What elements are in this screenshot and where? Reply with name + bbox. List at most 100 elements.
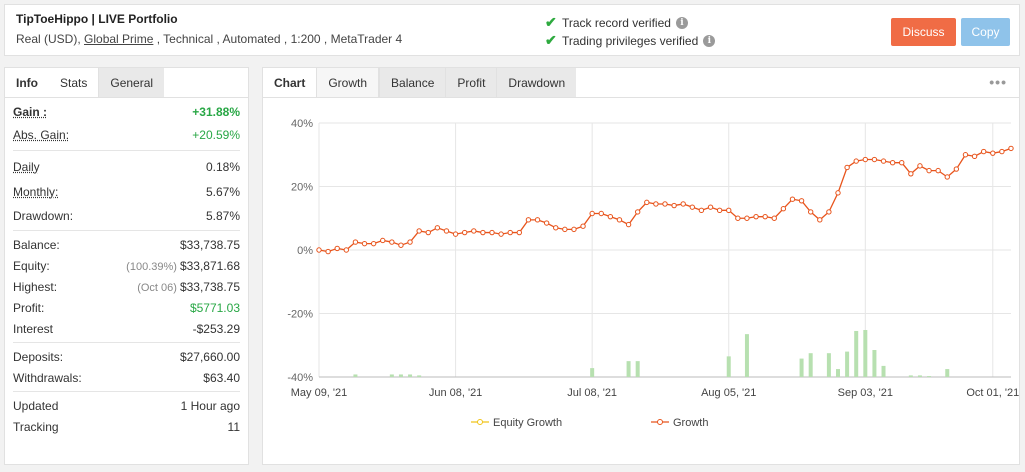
tracking-label: Tracking <box>13 419 59 434</box>
growth-line <box>318 147 1012 253</box>
growth-point <box>525 217 532 223</box>
volume-bar <box>845 351 850 377</box>
monthly-value: 5.67% <box>205 184 240 199</box>
volume-bar <box>917 375 922 377</box>
growth-point <box>1008 145 1014 152</box>
more-dots-icon[interactable]: ••• <box>989 74 1007 90</box>
tab-info[interactable]: Info <box>5 68 49 97</box>
equity-value: $33,871.68 <box>179 258 240 273</box>
broker-link[interactable]: Global Prime <box>84 32 154 46</box>
growth-point <box>325 248 331 255</box>
growth-point <box>343 247 350 253</box>
interest-row: Interest -$253.29 <box>13 318 240 339</box>
growth-point <box>844 164 850 171</box>
legend-equity-marker <box>477 419 483 425</box>
growth-point <box>935 167 941 174</box>
stats-list: Gain : +31.88% Abs. Gain: +20.59% Daily 0.1… <box>5 98 248 440</box>
growth-point <box>707 204 714 210</box>
growth-point <box>434 225 441 231</box>
growth-point <box>817 217 823 223</box>
growth-point <box>361 240 368 247</box>
stats-panel: Info Stats General Gain : +31.88% Abs. Ga… <box>4 67 249 465</box>
growth-point <box>516 229 523 236</box>
trading-privileges-verified: ✔ Trading privileges verified i <box>545 32 716 49</box>
highest-row: Highest: (Oct 06) $33,738.75 <box>13 276 240 297</box>
equity-label: Equity: <box>13 258 50 273</box>
growth-point <box>562 226 568 233</box>
legend-equity-growth: Equity Growth <box>493 417 562 429</box>
growth-point <box>680 201 686 207</box>
abs-gain-row: Abs. Gain: +20.59% <box>13 122 240 147</box>
info-icon[interactable]: i <box>703 34 716 47</box>
highest-label: Highest: <box>13 279 58 294</box>
profit-row: Profit: $5771.03 <box>13 297 240 318</box>
track-record-label: Track record verified <box>562 15 671 30</box>
growth-point <box>853 158 859 164</box>
portfolio-header: TipToeHippo | LIVE Portfolio Real (USD),… <box>4 4 1020 56</box>
growth-point <box>999 148 1005 155</box>
growth-point <box>908 171 914 177</box>
growth-point <box>762 213 768 220</box>
updated-label: Updated <box>13 398 59 413</box>
growth-point <box>962 152 969 158</box>
x-tick-label: Aug 05, '21 <box>701 387 756 399</box>
monthly-label[interactable]: Monthly: <box>13 184 59 199</box>
tab-general[interactable]: General <box>98 68 165 97</box>
tab-growth[interactable]: Growth <box>316 68 380 97</box>
account-details-prefix: Real (USD), <box>16 32 85 46</box>
tab-drawdown[interactable]: Drawdown <box>496 68 577 97</box>
deposits-label: Deposits: <box>13 349 64 364</box>
discuss-button[interactable]: Discuss <box>891 18 956 46</box>
volume-bar <box>353 374 358 377</box>
tab-balance[interactable]: Balance <box>379 68 446 97</box>
info-icon[interactable]: i <box>675 16 688 29</box>
growth-point <box>370 240 377 247</box>
account-details: Real (USD), Global Prime , Technical , A… <box>16 32 402 46</box>
growth-point <box>671 202 677 209</box>
growth-point <box>990 150 996 156</box>
volume-bar <box>635 361 640 377</box>
growth-point <box>899 159 905 166</box>
volume-bar <box>836 369 840 377</box>
growth-point <box>789 196 796 202</box>
x-tick-label: Jun 08, '21 <box>429 387 482 399</box>
growth-point <box>807 209 814 215</box>
interest-label: Interest <box>13 321 54 336</box>
growth-point <box>871 156 878 163</box>
tracking-value: 11 <box>227 419 240 434</box>
growth-point <box>598 210 604 217</box>
tab-profit[interactable]: Profit <box>445 68 497 97</box>
growth-chart: 40% 20% 0% -20% -40% May 09, '21 Jun 08, '21 Ju… <box>287 118 1019 429</box>
volume-bar <box>826 353 831 377</box>
growth-point <box>553 225 559 231</box>
tab-chart[interactable]: Chart <box>263 68 317 97</box>
daily-label[interactable]: Daily <box>13 159 40 174</box>
gain-label[interactable]: Gain : <box>13 104 48 119</box>
volume-bar <box>744 334 749 377</box>
abs-gain-label[interactable]: Abs. Gain: <box>13 127 70 142</box>
growth-point <box>662 201 668 207</box>
highest-value: $33,738.75 <box>179 279 240 294</box>
drawdown-row: Drawdown: 5.87% <box>13 204 240 227</box>
growth-point <box>634 209 641 215</box>
highest-date: (Oct 06) <box>137 281 177 294</box>
drawdown-label: Drawdown: <box>13 208 74 223</box>
tab-stats[interactable]: Stats <box>49 68 99 97</box>
trading-privileges-label: Trading privileges verified <box>562 33 699 48</box>
volume-bar <box>626 361 631 377</box>
growth-point <box>416 228 422 234</box>
x-tick-label: Oct 01, '21 <box>966 387 1019 399</box>
volume-bar <box>881 365 886 377</box>
growth-point <box>889 159 896 166</box>
equity-percent: (100.39%) <box>126 260 177 273</box>
balance-label: Balance: <box>13 237 60 252</box>
y-tick-label: 40% <box>291 118 313 130</box>
withdrawals-label: Withdrawals: <box>13 370 82 385</box>
abs-gain-value: +20.59% <box>192 127 240 142</box>
volume-bar <box>945 369 950 377</box>
check-icon: ✔ <box>545 14 557 30</box>
portfolio-title: TipToeHippo | LIVE Portfolio <box>16 12 178 26</box>
copy-button[interactable]: Copy <box>961 18 1010 46</box>
volume-bar <box>389 374 394 377</box>
x-tick-label: Sep 03, '21 <box>838 387 893 399</box>
